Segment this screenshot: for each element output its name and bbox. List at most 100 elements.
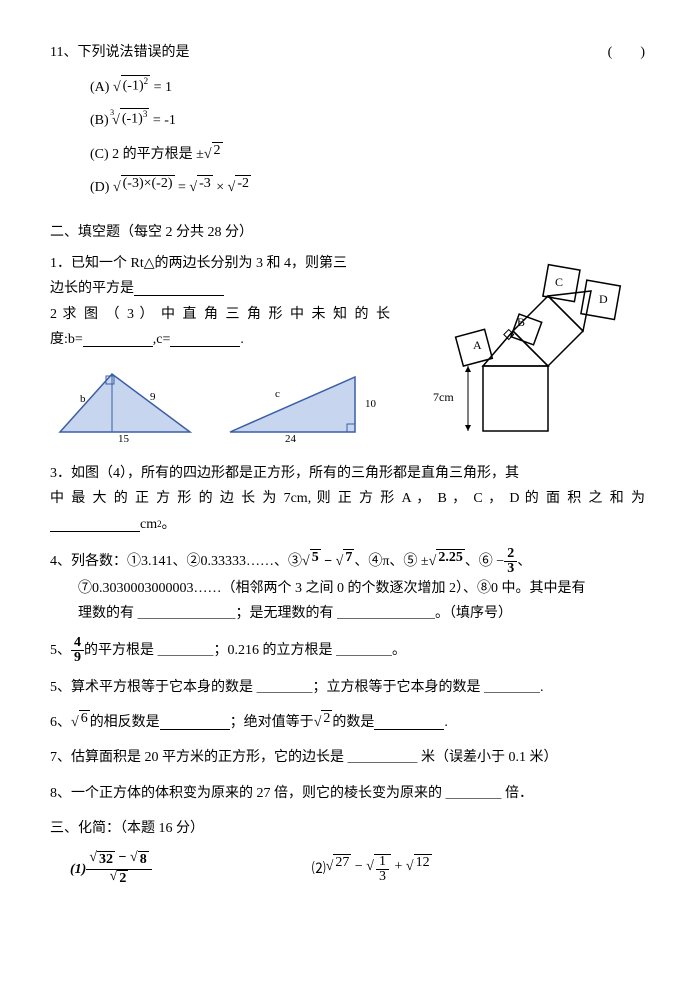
d-r3: -2: [235, 175, 251, 193]
q4: 4、列各数：①3.141、②0.33333……、③ √5 − √7 、④π、⑤ …: [50, 547, 645, 626]
q3-unit: cm: [140, 512, 157, 537]
q4-p6a: 、⑥ −: [465, 549, 504, 574]
q6-pre: 6、: [50, 710, 71, 735]
q6-mid2: ；绝对值等于: [230, 710, 314, 735]
q3-l1: 3．如图（4），所有的四边形都是正方形，所有的三角形都是直角三角形，其: [50, 461, 645, 486]
q11-options: (A) √(-1)2 = 1 (B) 3√(-1)3 = -1 (C) 2 的平…: [90, 75, 645, 208]
d-eq: =: [178, 180, 189, 195]
svg-text:7cm: 7cm: [433, 390, 454, 404]
figure-4: 7cm A B C D: [400, 251, 645, 451]
s1-n-r2: 8: [138, 851, 149, 869]
triangle-1-figure: b 9 15: [50, 362, 200, 442]
q11-stem: 11、下列说法错误的是: [50, 40, 189, 65]
q5a-mid: 的平方根是 ＿＿＿＿；0.216 的立方根是 ＿＿＿＿。: [84, 638, 406, 663]
q2-l2b: ,c=: [153, 327, 171, 352]
q4-frac-num: 2: [504, 547, 517, 562]
svg-text:9: 9: [150, 391, 156, 403]
q1-l1: 1．已知一个 Rt△的两边长分别为 3 和 4，则第三: [50, 251, 390, 276]
s2-label: ⑵: [312, 857, 326, 882]
q4-lead: 4、列各数：①3.141、②0.33333……、③: [50, 549, 302, 574]
c-radicand: 2: [212, 142, 223, 160]
svg-text:A: A: [473, 338, 482, 352]
b-exp: 3: [143, 109, 148, 119]
s1-minus: −: [115, 850, 130, 865]
q4-minus: −: [321, 554, 336, 569]
d-r2: -3: [197, 175, 213, 193]
q8: 8、一个正方体的体积变为原来的 27 倍，则它的棱长变为原来的 ＿＿＿＿ 倍．: [50, 781, 645, 806]
b-rhs: = -1: [153, 113, 176, 128]
q3: 3．如图（4），所有的四边形都是正方形，所有的三角形都是直角三角形，其 中 最 …: [50, 461, 645, 537]
q11-opt-a: (A) √(-1)2 = 1: [90, 75, 370, 100]
q4-p6b: 、: [517, 549, 531, 574]
label-b: (B): [90, 108, 109, 133]
fill-header: 二、填空题（每空 2 分共 28 分）: [50, 220, 645, 245]
svg-text:10: 10: [365, 398, 377, 410]
triangle-2-figure: c 10 24: [220, 362, 380, 442]
d-r1: (-3)×(-2): [121, 175, 175, 193]
q6-dot: .: [444, 710, 448, 735]
q3-l2: 中 最 大 的 正 方 形 的 边 长 为 7cm, 则 正 方 形 A ， B…: [50, 486, 645, 511]
svg-text:C: C: [555, 275, 563, 289]
q4-r1b: 7: [343, 549, 354, 567]
b-index: 3: [110, 106, 114, 120]
q5a-pre: 5、: [50, 638, 71, 663]
q4-r1a: 5: [310, 549, 321, 567]
svg-text:b: b: [80, 393, 86, 405]
q2-blank-c[interactable]: [170, 332, 240, 347]
a-rhs: = 1: [154, 80, 172, 95]
svg-text:D: D: [599, 292, 608, 306]
q11-opt-c: (C) 2 的平方根是 ± √2: [90, 142, 370, 167]
s2-minus: −: [355, 859, 366, 874]
b-radicand: (-1): [122, 112, 143, 127]
q6-tail: 的数是: [332, 710, 374, 735]
simplify-2: ⑵ √27 − √13 + √12: [312, 854, 432, 884]
q2-l2a: 度:b=: [50, 327, 83, 352]
q6-blank1[interactable]: [160, 715, 230, 730]
s2-fden: 3: [376, 870, 389, 884]
q1-blank[interactable]: [134, 281, 224, 296]
q4-frac-den: 3: [504, 562, 517, 576]
q4-l2b: 理数的有 ＿＿＿＿＿＿＿；是无理数的有 ＿＿＿＿＿＿＿。（填序号）: [78, 601, 645, 626]
q6-r: 6: [79, 710, 90, 728]
s2-r27: 27: [333, 854, 351, 872]
sec3-header: 三、化简：（本题 16 分）: [50, 816, 645, 841]
q11-opt-d: (D) √(-3)×(-2) = √-3 × √-2: [90, 175, 370, 200]
q5b: 5、算术平方根等于它本身的数是 ＿＿＿＿；立方根等于它本身的数是 ＿＿＿＿.: [50, 675, 645, 700]
q11-opt-b: (B) 3√(-1)3 = -1: [90, 108, 370, 133]
q2-l1: 2 求 图 （ 3 ） 中 直 角 三 角 形 中 未 知 的 长: [50, 302, 390, 327]
q3-dot: 。: [162, 512, 176, 537]
q4-p4: 、④π、⑤ ±: [354, 549, 428, 574]
q11-paren: ( ): [608, 40, 645, 65]
q2-blank-b[interactable]: [83, 332, 153, 347]
c-text1: 2 的平方根是 ±: [112, 142, 204, 167]
a-exp: 2: [144, 76, 149, 86]
q6-r2: 2: [321, 710, 332, 728]
s1-label: (1): [70, 857, 86, 882]
simplify-1: (1) √32 − √8 √2: [70, 851, 152, 888]
label-a: (A): [90, 75, 109, 100]
svg-text:24: 24: [285, 433, 297, 442]
q5a-den: 9: [71, 651, 84, 665]
q6: 6、 √6 的相反数是 ；绝对值等于 √2 的数是 .: [50, 710, 645, 735]
svg-text:15: 15: [118, 433, 130, 442]
q4-l2a: ⑦0.3030003000003……（相邻两个 3 之间 0 的个数逐次增加 2…: [78, 576, 645, 601]
q5a: 5、 49 的平方根是 ＿＿＿＿；0.216 的立方根是 ＿＿＿＿。: [50, 636, 645, 665]
s2-r12: 12: [414, 854, 432, 872]
q7: 7、估算面积是 20 平方米的正方形，它的边长是 ＿＿＿＿＿ 米（误差小于 0.…: [50, 745, 645, 770]
q6-mid: 的相反数是: [90, 710, 160, 735]
d-times: ×: [216, 180, 227, 195]
q6-blank2[interactable]: [374, 715, 444, 730]
q4-r225: 2.25: [436, 549, 465, 567]
s1-n-r1: 32: [97, 851, 115, 869]
svg-text:c: c: [275, 388, 280, 400]
s2-fnum: 1: [376, 855, 389, 870]
s1-d-r: 2: [117, 870, 128, 888]
label-d: (D): [90, 175, 109, 200]
s2-plus: +: [394, 859, 405, 874]
label-c: (C): [90, 142, 109, 167]
q1-l2a: 边长的平方是: [50, 276, 134, 301]
q5a-num: 4: [71, 636, 84, 651]
q3-blank[interactable]: [50, 517, 140, 532]
q2-l2c: .: [240, 327, 244, 352]
a-radicand: (-1): [123, 79, 144, 94]
